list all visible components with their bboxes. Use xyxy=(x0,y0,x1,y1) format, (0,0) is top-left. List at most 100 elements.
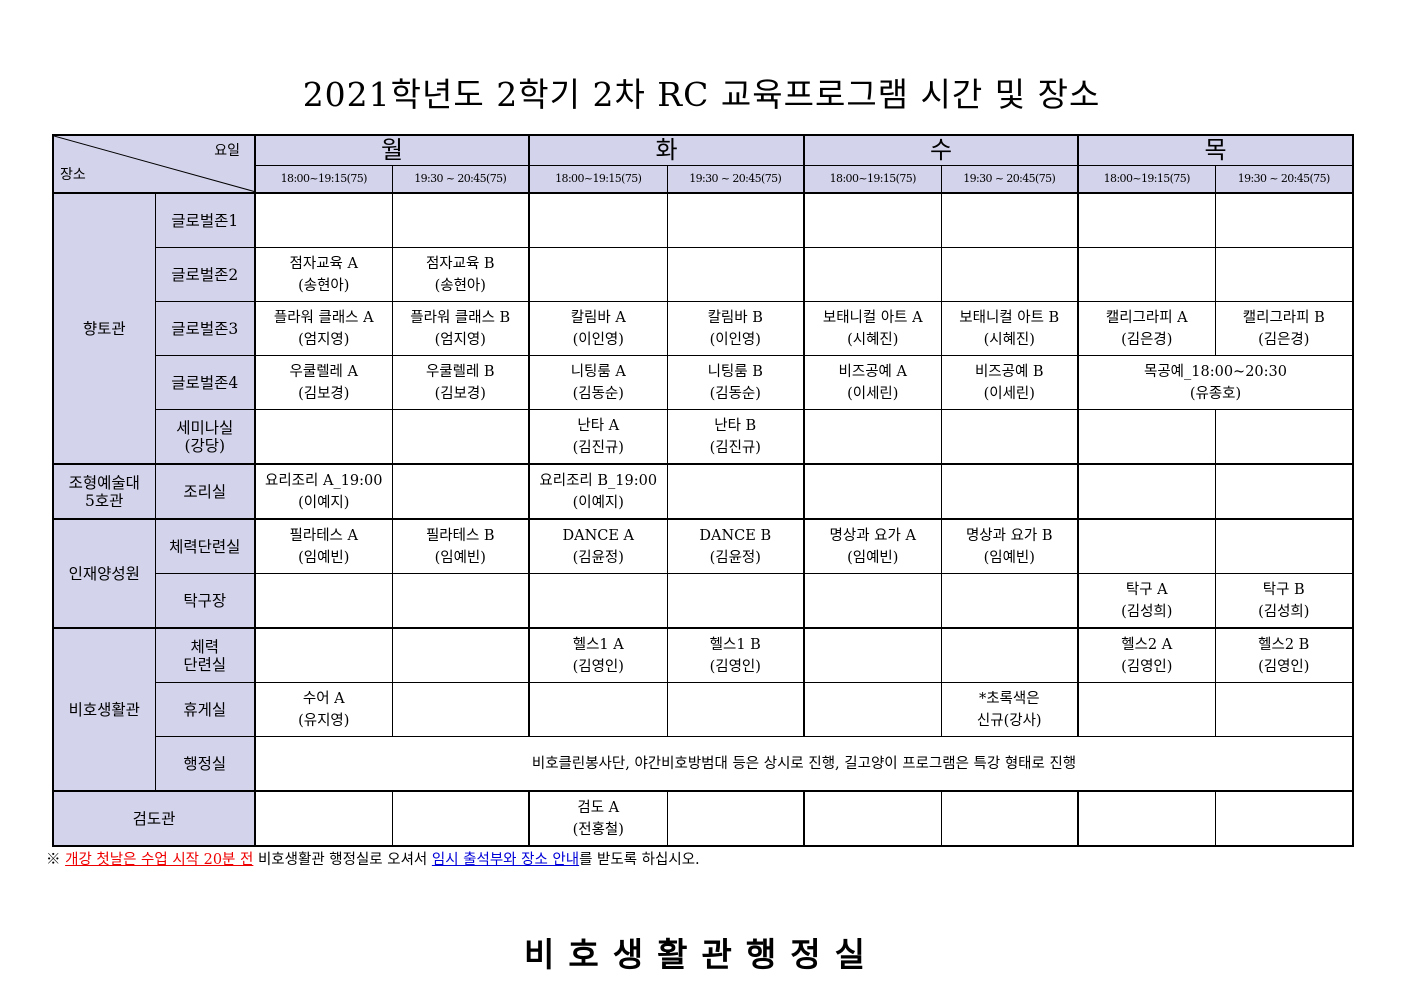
room-name: 탁구장 xyxy=(183,591,227,610)
day-header: 목 xyxy=(1077,134,1354,166)
room-cell: 세미나실 (강당) xyxy=(154,409,256,465)
program-instructor: (유지영) xyxy=(298,712,350,729)
empty-cell xyxy=(666,247,805,302)
program-cell: 플라워 클래스 B (엄지영) xyxy=(391,301,530,356)
room-name: 휴게실 xyxy=(183,700,227,719)
empty-cell xyxy=(254,790,393,847)
building-name: 향토관 xyxy=(82,319,126,338)
program-cell: 칼림바 B (이인영) xyxy=(666,301,805,356)
program-title: 우쿨렐레 A xyxy=(289,363,358,380)
program-title: 점자교육 A xyxy=(289,255,358,272)
program-cell: 필라테스 B (임예빈) xyxy=(391,518,530,574)
room-cell: 글로벌존3 xyxy=(154,301,256,356)
program-title: 탁구 B xyxy=(1262,581,1305,598)
room-name: 체력단련실 xyxy=(169,537,241,556)
program-instructor: (김성희) xyxy=(1258,603,1310,620)
program-title: 플라워 클래스 A xyxy=(273,309,374,326)
program-title: *초록색은 xyxy=(978,690,1040,707)
room-cell: 글로벌존4 xyxy=(154,355,256,410)
program-cell: 필라테스 A (임예빈) xyxy=(254,518,393,574)
program-title: 캘리그라피 A xyxy=(1105,309,1188,326)
program-title: 보태니컬 아트 A xyxy=(822,309,923,326)
program-cell: DANCE B (김윤정) xyxy=(666,518,805,574)
empty-cell xyxy=(1077,790,1216,847)
program-cell: 니팅룸 B (김동순) xyxy=(666,355,805,410)
empty-cell xyxy=(391,463,530,520)
program-cell: 헬스1 A (김영인) xyxy=(528,627,668,683)
time-slot-header: 18:00~19:15(75) xyxy=(528,164,668,194)
empty-cell xyxy=(1214,463,1354,520)
empty-cell xyxy=(1214,409,1354,465)
empty-cell xyxy=(1077,409,1216,465)
program-title: 헬스1 A xyxy=(572,636,624,653)
time-slot-header: 19:30 ~ 20:45(75) xyxy=(940,164,1079,194)
program-title: 헬스2 A xyxy=(1121,636,1173,653)
program-instructor: (이인영) xyxy=(572,331,624,348)
program-instructor: (이세린) xyxy=(847,385,899,402)
program-instructor: (김보경) xyxy=(434,385,486,402)
program-instructor: (김동순) xyxy=(709,385,761,402)
program-title: 니팅룸 B xyxy=(707,363,763,380)
page-title: 2021학년도 2학기 2차 RC 교육프로그램 시간 및 장소 xyxy=(302,75,1101,114)
time-slot-header: 18:00~19:15(75) xyxy=(1077,164,1216,194)
program-title: 캘리그라피 B xyxy=(1242,309,1325,326)
day-axis-label: 요일 xyxy=(214,143,240,159)
program-title: 필라테스 A xyxy=(289,527,358,544)
empty-cell xyxy=(803,627,942,683)
table-row: 조형예술대 5호관 조리실 요리조리 A_19:00 (이예지) 요리조리 B_19:0… xyxy=(52,463,1354,520)
program-cell: 캘리그라피 A (김은경) xyxy=(1077,301,1216,356)
program-cell: 수어 A (유지영) xyxy=(254,682,393,737)
program-instructor: (김진규) xyxy=(572,439,624,456)
day-header: 화 xyxy=(528,134,805,166)
day-header: 월 xyxy=(254,134,530,166)
program-cell: 우쿨렐레 A (김보경) xyxy=(254,355,393,410)
room-name: 세미나실 (강당) xyxy=(176,418,234,455)
program-instructor: (이인영) xyxy=(709,331,761,348)
program-title: 요리조리 B_19:00 xyxy=(539,472,658,489)
room-name: 행정실 xyxy=(183,754,227,773)
building-cell: 비호생활관 xyxy=(52,627,156,792)
program-instructor: (임예빈) xyxy=(983,549,1035,566)
time-slot-header: 18:00~19:15(75) xyxy=(254,164,393,194)
building-cell: 조형예술대 5호관 xyxy=(52,463,156,520)
building-name: 비호생활관 xyxy=(68,700,140,719)
program-cell: 탁구 B (김성희) xyxy=(1214,573,1354,629)
room-cell: 탁구장 xyxy=(154,573,256,629)
empty-cell xyxy=(254,192,393,248)
empty-cell xyxy=(1077,247,1216,302)
room-cell: 글로벌존2 xyxy=(154,247,256,302)
empty-cell xyxy=(803,573,942,629)
empty-cell xyxy=(940,247,1079,302)
empty-cell xyxy=(666,463,805,520)
table-row: 글로벌존2 점자교육 A (송현아) 점자교육 B (송현아) xyxy=(53,247,1354,302)
place-axis-label: 장소 xyxy=(60,167,86,183)
empty-cell xyxy=(391,790,530,847)
empty-cell xyxy=(803,247,942,302)
program-cell: 난타 A (김진규) xyxy=(528,409,668,465)
program-title: 수어 A xyxy=(302,690,345,707)
building-cell: 검도관 xyxy=(52,790,256,847)
footnote-end-text: 를 받도록 하십시오. xyxy=(579,852,700,868)
program-title: 칼림바 A xyxy=(570,309,626,326)
room-name: 조리실 xyxy=(183,482,227,501)
program-cell: 헬스2 A (김영인) xyxy=(1077,627,1216,683)
table-row: 인재양성원 체력단련실 필라테스 A (임예빈) 필라테스 B (임예빈) DANCE A (… xyxy=(52,518,1354,629)
empty-cell xyxy=(803,409,942,465)
table-row: 행정실 비호클린봉사단, 야간비호방범대 등은 상시로 진행, 길고양이 프로그램… xyxy=(53,736,1354,792)
program-instructor: (전홍철) xyxy=(572,821,624,838)
program-instructor: (이예지) xyxy=(298,494,350,511)
footnote-middle-text: 비호생활관 행정실로 오셔서 xyxy=(253,852,432,868)
empty-cell xyxy=(940,192,1079,248)
program-instructor: (김성희) xyxy=(1121,603,1173,620)
program-cell: 헬스2 B (김영인) xyxy=(1214,627,1354,683)
program-cell: 검도 A (전홍철) xyxy=(528,790,668,847)
empty-cell xyxy=(1077,518,1216,574)
room-name: 체력 단련실 xyxy=(183,637,227,674)
program-title: 헬스2 B xyxy=(1258,636,1310,653)
program-instructor: (김은경) xyxy=(1121,331,1173,348)
program-cell: 헬스1 B (김영인) xyxy=(666,627,805,683)
program-cell: 플라워 클래스 A (엄지영) xyxy=(254,301,393,356)
program-cell: 보태니컬 아트 A (시혜진) xyxy=(803,301,942,356)
program-title: DANCE A xyxy=(562,527,635,544)
